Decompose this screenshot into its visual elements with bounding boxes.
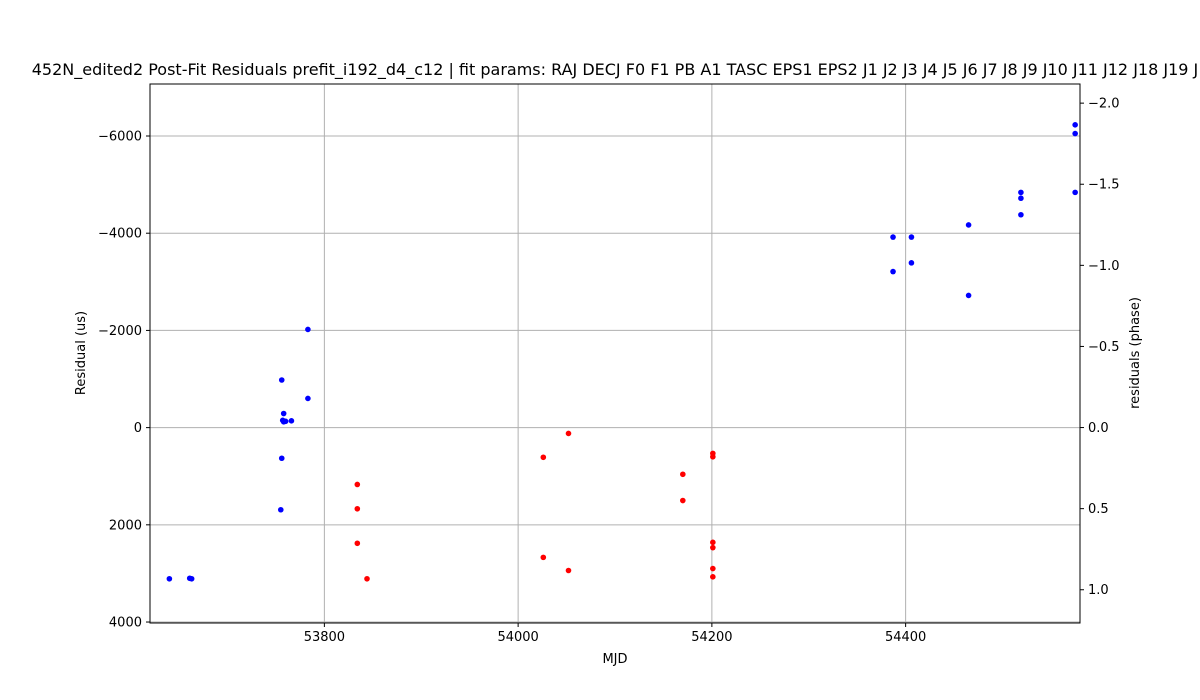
series-2-point — [540, 454, 547, 461]
series-1-point — [1072, 189, 1078, 196]
series-2-point — [540, 554, 547, 561]
series-1-point — [1072, 122, 1078, 128]
data-points — [166, 122, 1078, 582]
series-1-point — [1072, 130, 1078, 137]
y-tick-label: −2000 — [98, 324, 142, 339]
series-1-point — [1018, 211, 1024, 218]
series-1-point — [1018, 189, 1024, 196]
y-tick-label: 0 — [134, 421, 142, 436]
x-axis-label: MJD — [602, 652, 627, 667]
series-1-point — [188, 575, 195, 582]
y2-tick-label: 0.5 — [1088, 502, 1109, 517]
series-1-point — [280, 410, 287, 417]
series-1-point — [305, 326, 311, 333]
series-2-point — [680, 497, 686, 504]
y2-tick-label: −1.0 — [1088, 259, 1120, 274]
series-2-point — [364, 575, 370, 582]
y-tick-label: 2000 — [109, 518, 142, 533]
series-2-point — [710, 544, 716, 551]
y2-axis-ticks: 1.0 0.5 0.0 −0.5 −1.0 −1.5 −2.0 — [1080, 97, 1120, 598]
series-1-point — [908, 260, 915, 266]
series-2-point — [354, 505, 361, 512]
y-tick-label: −4000 — [98, 227, 142, 242]
series-1-point — [288, 418, 295, 424]
chart-title: 452N_edited2 Post-Fit Residuals prefit_i… — [32, 60, 1199, 80]
series-1-point — [890, 234, 896, 240]
y-tick-label: 4000 — [109, 616, 142, 631]
grid-layer — [150, 84, 1080, 623]
y2-tick-label: 1.0 — [1088, 583, 1109, 598]
series-2-point — [565, 430, 572, 437]
y2-tick-label: 0.0 — [1088, 421, 1109, 436]
series-1-point — [965, 292, 972, 299]
series-1-point — [166, 575, 173, 582]
series-1-point — [277, 506, 284, 513]
y2-tick-label: −1.5 — [1088, 178, 1120, 193]
series-1-point — [908, 234, 915, 240]
series-2-point — [710, 453, 716, 460]
series-2-point — [565, 567, 572, 574]
y2-axis-label: residuals (phase) — [1128, 297, 1143, 409]
series-1-point — [1018, 195, 1024, 202]
series-2-point — [354, 481, 361, 488]
y2-tick-label: −0.5 — [1088, 340, 1120, 355]
series-2-point — [680, 471, 686, 478]
x-tick-label: 54200 — [691, 630, 732, 645]
series-2-point — [710, 539, 716, 546]
y-tick-label: −6000 — [98, 130, 142, 145]
y2-tick-label: −2.0 — [1088, 97, 1120, 112]
y-axis-ticks: 4000 2000 0 −2000 −4000 −6000 — [98, 130, 150, 631]
series-2-point — [710, 574, 716, 580]
x-axis-ticks: 53800 54000 54200 54400 — [304, 623, 926, 645]
x-tick-label: 54000 — [497, 630, 538, 645]
series-1-point — [305, 395, 311, 402]
series-1-point — [280, 418, 287, 425]
series-2-point — [710, 565, 716, 572]
series-1-point — [278, 455, 285, 462]
series-2-point — [354, 540, 361, 547]
plot-frame — [149, 83, 1081, 624]
x-tick-label: 54400 — [885, 630, 926, 645]
series-1-point — [965, 222, 972, 228]
series-1-point — [278, 377, 285, 383]
x-tick-label: 53800 — [304, 630, 345, 645]
series-1-point — [890, 268, 896, 275]
y-axis-label: Residual (us) — [74, 311, 89, 395]
